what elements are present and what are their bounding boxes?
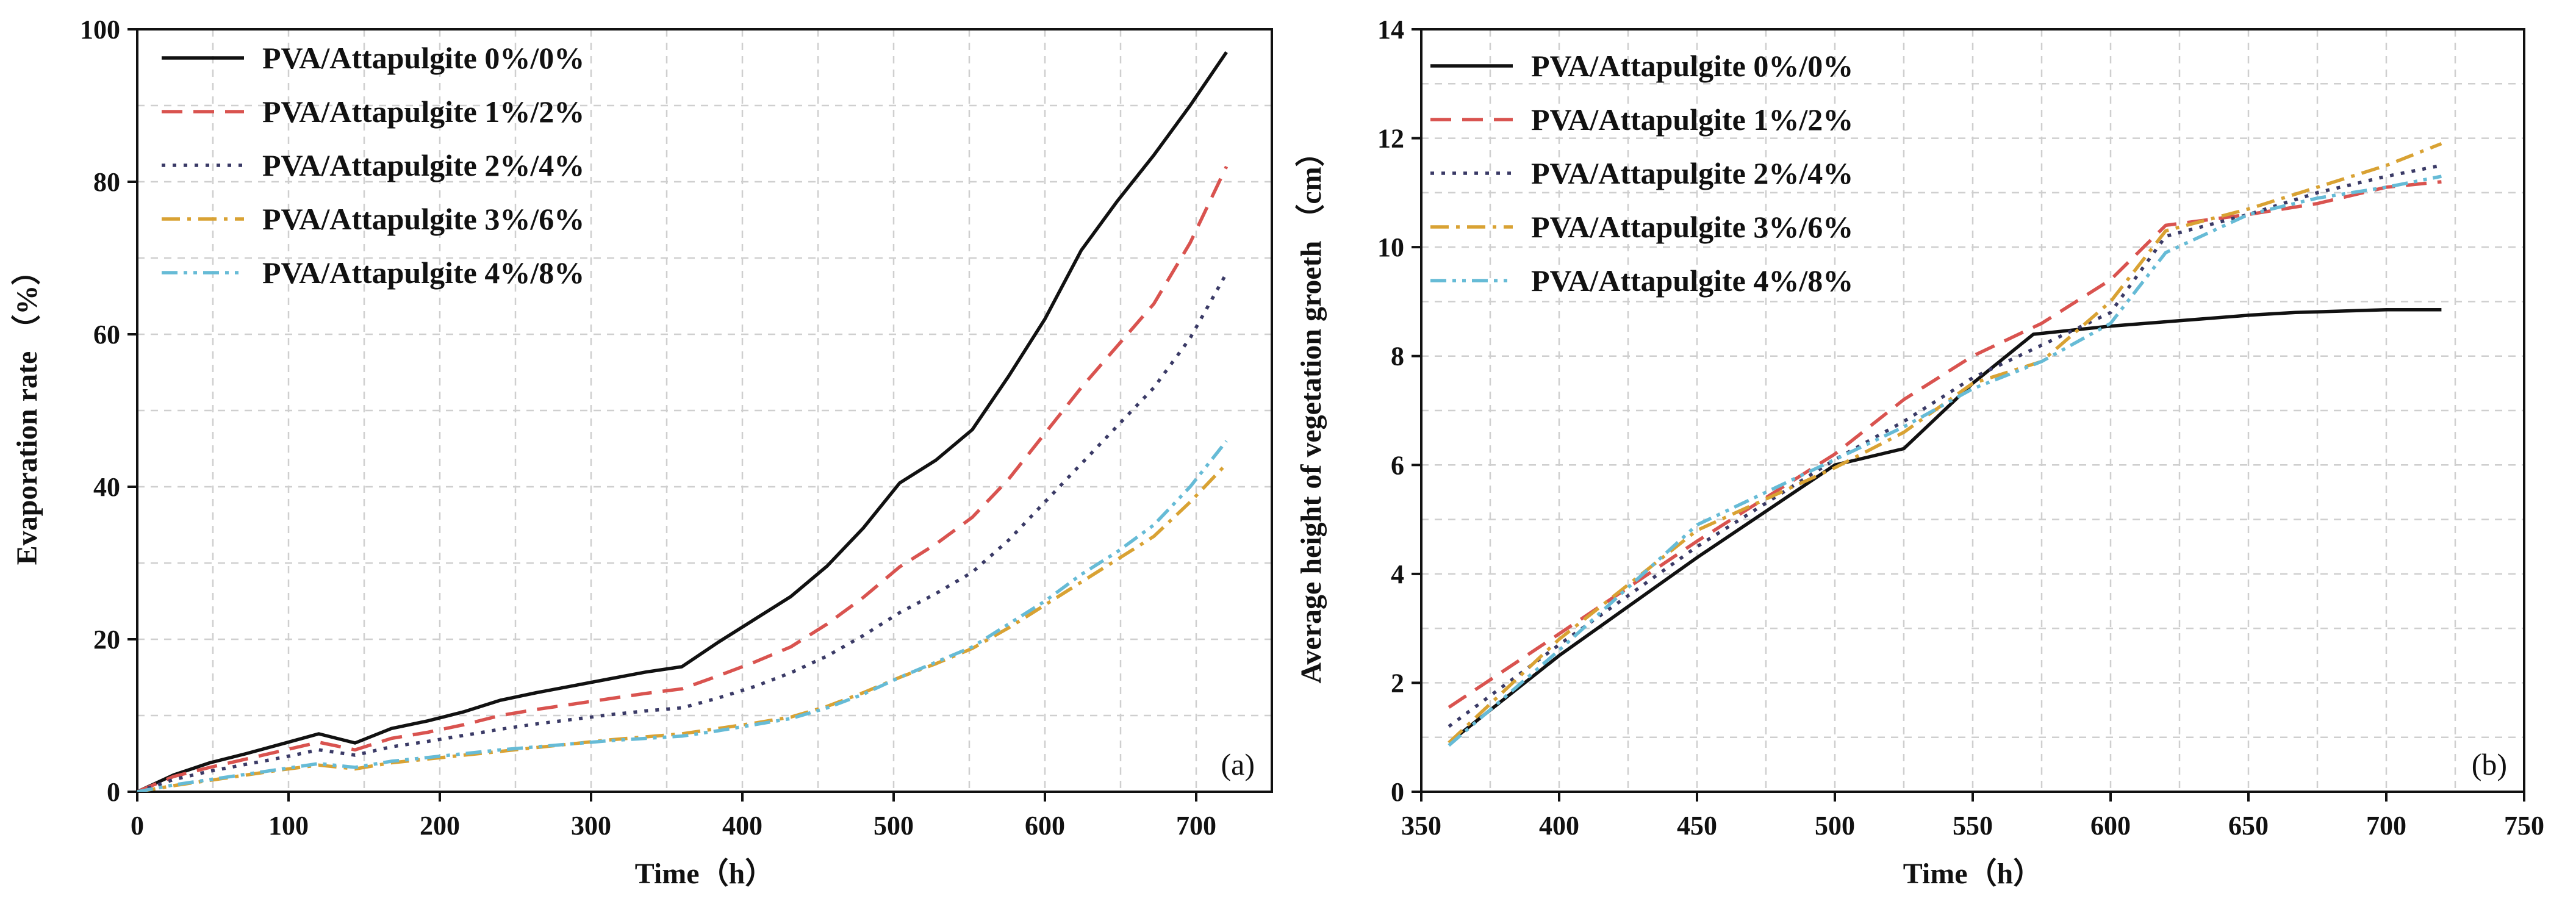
y-tick-label: 80 xyxy=(93,167,120,197)
x-tick-label: 0 xyxy=(131,811,144,841)
panel-tag: (b) xyxy=(2472,747,2507,781)
x-tick-label: 500 xyxy=(874,811,914,841)
y-tick-label: 0 xyxy=(1391,777,1404,807)
legend: PVA/Attapulgite 0%/0% PVA/Attapulgite 1%/… xyxy=(1430,49,1853,298)
grid xyxy=(136,28,1273,793)
series-line-1 xyxy=(137,51,1228,792)
y-tick-label: 0 xyxy=(107,777,120,807)
y-tick-label: 60 xyxy=(93,320,120,350)
legend-label-3: PVA/Attapulgite 2%/4% xyxy=(262,148,584,182)
series-line-3 xyxy=(1448,163,2442,728)
x-tick-label: 450 xyxy=(1677,811,1717,841)
legend-label-5: PVA/Attapulgite 4%/8% xyxy=(262,256,584,290)
panel-b-vegetation-height-chart: 350 400 450 500 550 600 650 700 750 0 2 4 6 8 10 12 14 Ti… xyxy=(1295,15,2544,890)
x-tick-label: 500 xyxy=(1815,811,1855,841)
legend-label-2: PVA/Attapulgite 1%/2% xyxy=(1531,102,1853,137)
y-tick-label: 6 xyxy=(1391,450,1404,480)
y-axis-title: Average height of vegetation groeth （cm） xyxy=(1295,137,1327,683)
x-tick-label: 600 xyxy=(2090,811,2131,841)
panel-a-evaporation-rate-chart: 0 100 200 300 400 500 600 700 0 20 40 60 80 100 Time（h… xyxy=(11,15,1273,890)
y-tick-label: 100 xyxy=(80,15,120,45)
legend-label-4: PVA/Attapulgite 3%/6% xyxy=(1531,210,1853,244)
x-tick-label: 100 xyxy=(268,811,309,841)
plot-frame xyxy=(136,28,1273,793)
grid xyxy=(1420,28,2525,793)
y-tick-label: 12 xyxy=(1377,124,1404,154)
legend-label-3: PVA/Attapulgite 2%/4% xyxy=(1531,156,1853,190)
x-tick-label: 700 xyxy=(2366,811,2406,841)
y-tick-label: 8 xyxy=(1391,342,1404,371)
x-tick-label: 600 xyxy=(1025,811,1065,841)
series-line-1 xyxy=(1448,308,2442,744)
legend-label-4: PVA/Attapulgite 3%/6% xyxy=(262,202,584,236)
x-tick-label: 350 xyxy=(1401,811,1441,841)
x-tick-label: 750 xyxy=(2504,811,2544,841)
legend-label-5: PVA/Attapulgite 4%/8% xyxy=(1531,264,1853,298)
series-line-5 xyxy=(1448,174,2442,747)
x-axis-title: Time（h） xyxy=(1903,858,2042,890)
y-tick-label: 40 xyxy=(93,472,120,502)
y-axis-title: Evaporation rate （%） xyxy=(11,256,43,565)
x-axis-title: Time（h） xyxy=(635,858,774,890)
x-tick-label: 200 xyxy=(420,811,460,841)
x-tick-label: 400 xyxy=(1539,811,1579,841)
y-tick-label: 4 xyxy=(1391,559,1404,589)
series-line-3 xyxy=(137,272,1228,792)
x-tick-label: 400 xyxy=(722,811,762,841)
series-line-2 xyxy=(1448,180,2442,709)
x-tick-label: 700 xyxy=(1176,811,1216,841)
legend-label-2: PVA/Attapulgite 1%/2% xyxy=(262,95,584,129)
y-tick-label: 14 xyxy=(1377,15,1404,45)
series-group xyxy=(137,51,1229,792)
legend-label-1: PVA/Attapulgite 0%/0% xyxy=(262,41,584,75)
legend: PVA/Attapulgite 0%/0% PVA/Attapulgite 1%/… xyxy=(162,41,584,290)
series-group xyxy=(1448,142,2442,747)
y-tick-label: 10 xyxy=(1377,232,1404,262)
series-line-4 xyxy=(137,462,1228,792)
legend-label-1: PVA/Attapulgite 0%/0% xyxy=(1531,49,1853,83)
x-tick-label: 550 xyxy=(1953,811,1993,841)
series-line-2 xyxy=(137,165,1229,792)
x-tick-label: 650 xyxy=(2228,811,2269,841)
panel-tag: (a) xyxy=(1221,747,1255,781)
y-tick-label: 2 xyxy=(1391,668,1404,698)
series-line-5 xyxy=(137,440,1228,792)
x-tick-label: 300 xyxy=(571,811,611,841)
y-tick-label: 20 xyxy=(93,625,120,655)
